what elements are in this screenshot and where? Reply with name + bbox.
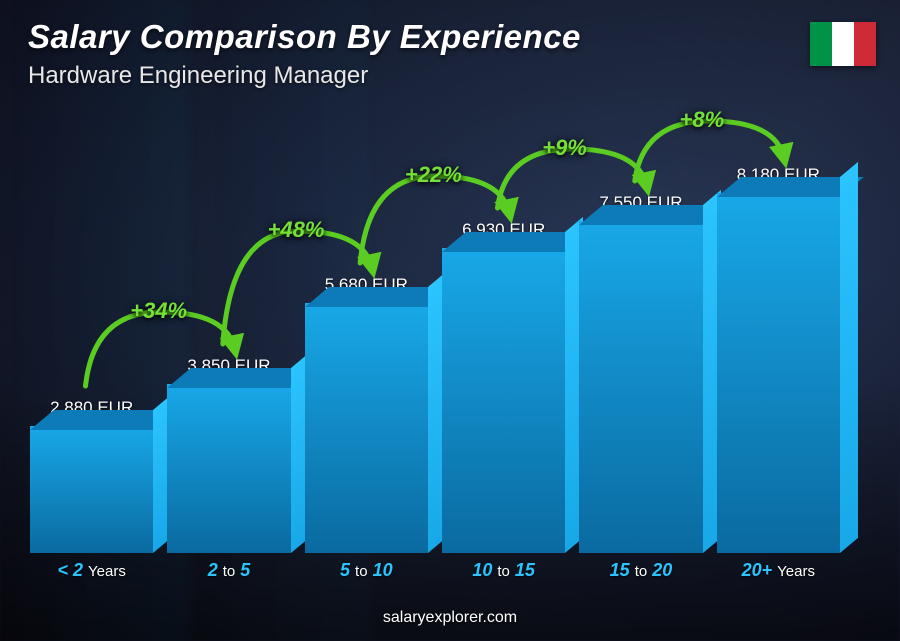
bar-front-face — [442, 248, 565, 553]
flag-stripe-white — [832, 22, 854, 66]
pct-change-label: +22% — [405, 162, 462, 188]
x-axis-label: 5 to 10 — [340, 560, 393, 581]
flag-stripe-green — [810, 22, 832, 66]
bar-chart: 2,880 EUR< 2 Years3,850 EUR2 to 55,680 E… — [30, 120, 840, 581]
x-axis-label: 20+ Years — [742, 560, 815, 581]
bar-front-face — [167, 384, 290, 553]
bar — [167, 384, 290, 553]
flag-italy — [810, 22, 876, 66]
chart-title: Salary Comparison By Experience — [28, 18, 820, 56]
bar — [442, 248, 565, 553]
pct-change-label: +8% — [680, 107, 725, 133]
x-axis-label: < 2 Years — [57, 560, 125, 581]
bar-column: 6,930 EUR10 to 15 — [442, 220, 565, 553]
bar-front-face — [579, 221, 702, 553]
bar-column: 2,880 EUR< 2 Years — [30, 398, 153, 553]
bar — [717, 193, 840, 553]
chart-subtitle: Hardware Engineering Manager — [28, 62, 820, 90]
bar-column: 8,180 EUR20+ Years — [717, 165, 840, 553]
bar-column: 7,550 EUR15 to 20 — [579, 193, 702, 553]
bar-front-face — [305, 303, 428, 553]
bar — [30, 426, 153, 553]
pct-change-label: +48% — [268, 217, 325, 243]
bar — [579, 221, 702, 553]
bar-front-face — [717, 193, 840, 553]
x-axis-label: 15 to 20 — [610, 560, 673, 581]
bars-container: 2,880 EUR< 2 Years3,850 EUR2 to 55,680 E… — [30, 153, 840, 553]
header: Salary Comparison By Experience Hardware… — [28, 18, 820, 90]
x-axis-label: 2 to 5 — [208, 560, 251, 581]
pct-change-label: +34% — [130, 298, 187, 324]
bar-column: 3,850 EUR2 to 5 — [167, 356, 290, 553]
flag-stripe-red — [854, 22, 876, 66]
bar — [305, 303, 428, 553]
x-axis-label: 10 to 15 — [472, 560, 535, 581]
bar-front-face — [30, 426, 153, 553]
footer-credit: salaryexplorer.com — [0, 609, 900, 627]
bar-side-face — [840, 162, 858, 553]
bar-column: 5,680 EUR5 to 10 — [305, 275, 428, 553]
pct-change-label: +9% — [542, 135, 587, 161]
